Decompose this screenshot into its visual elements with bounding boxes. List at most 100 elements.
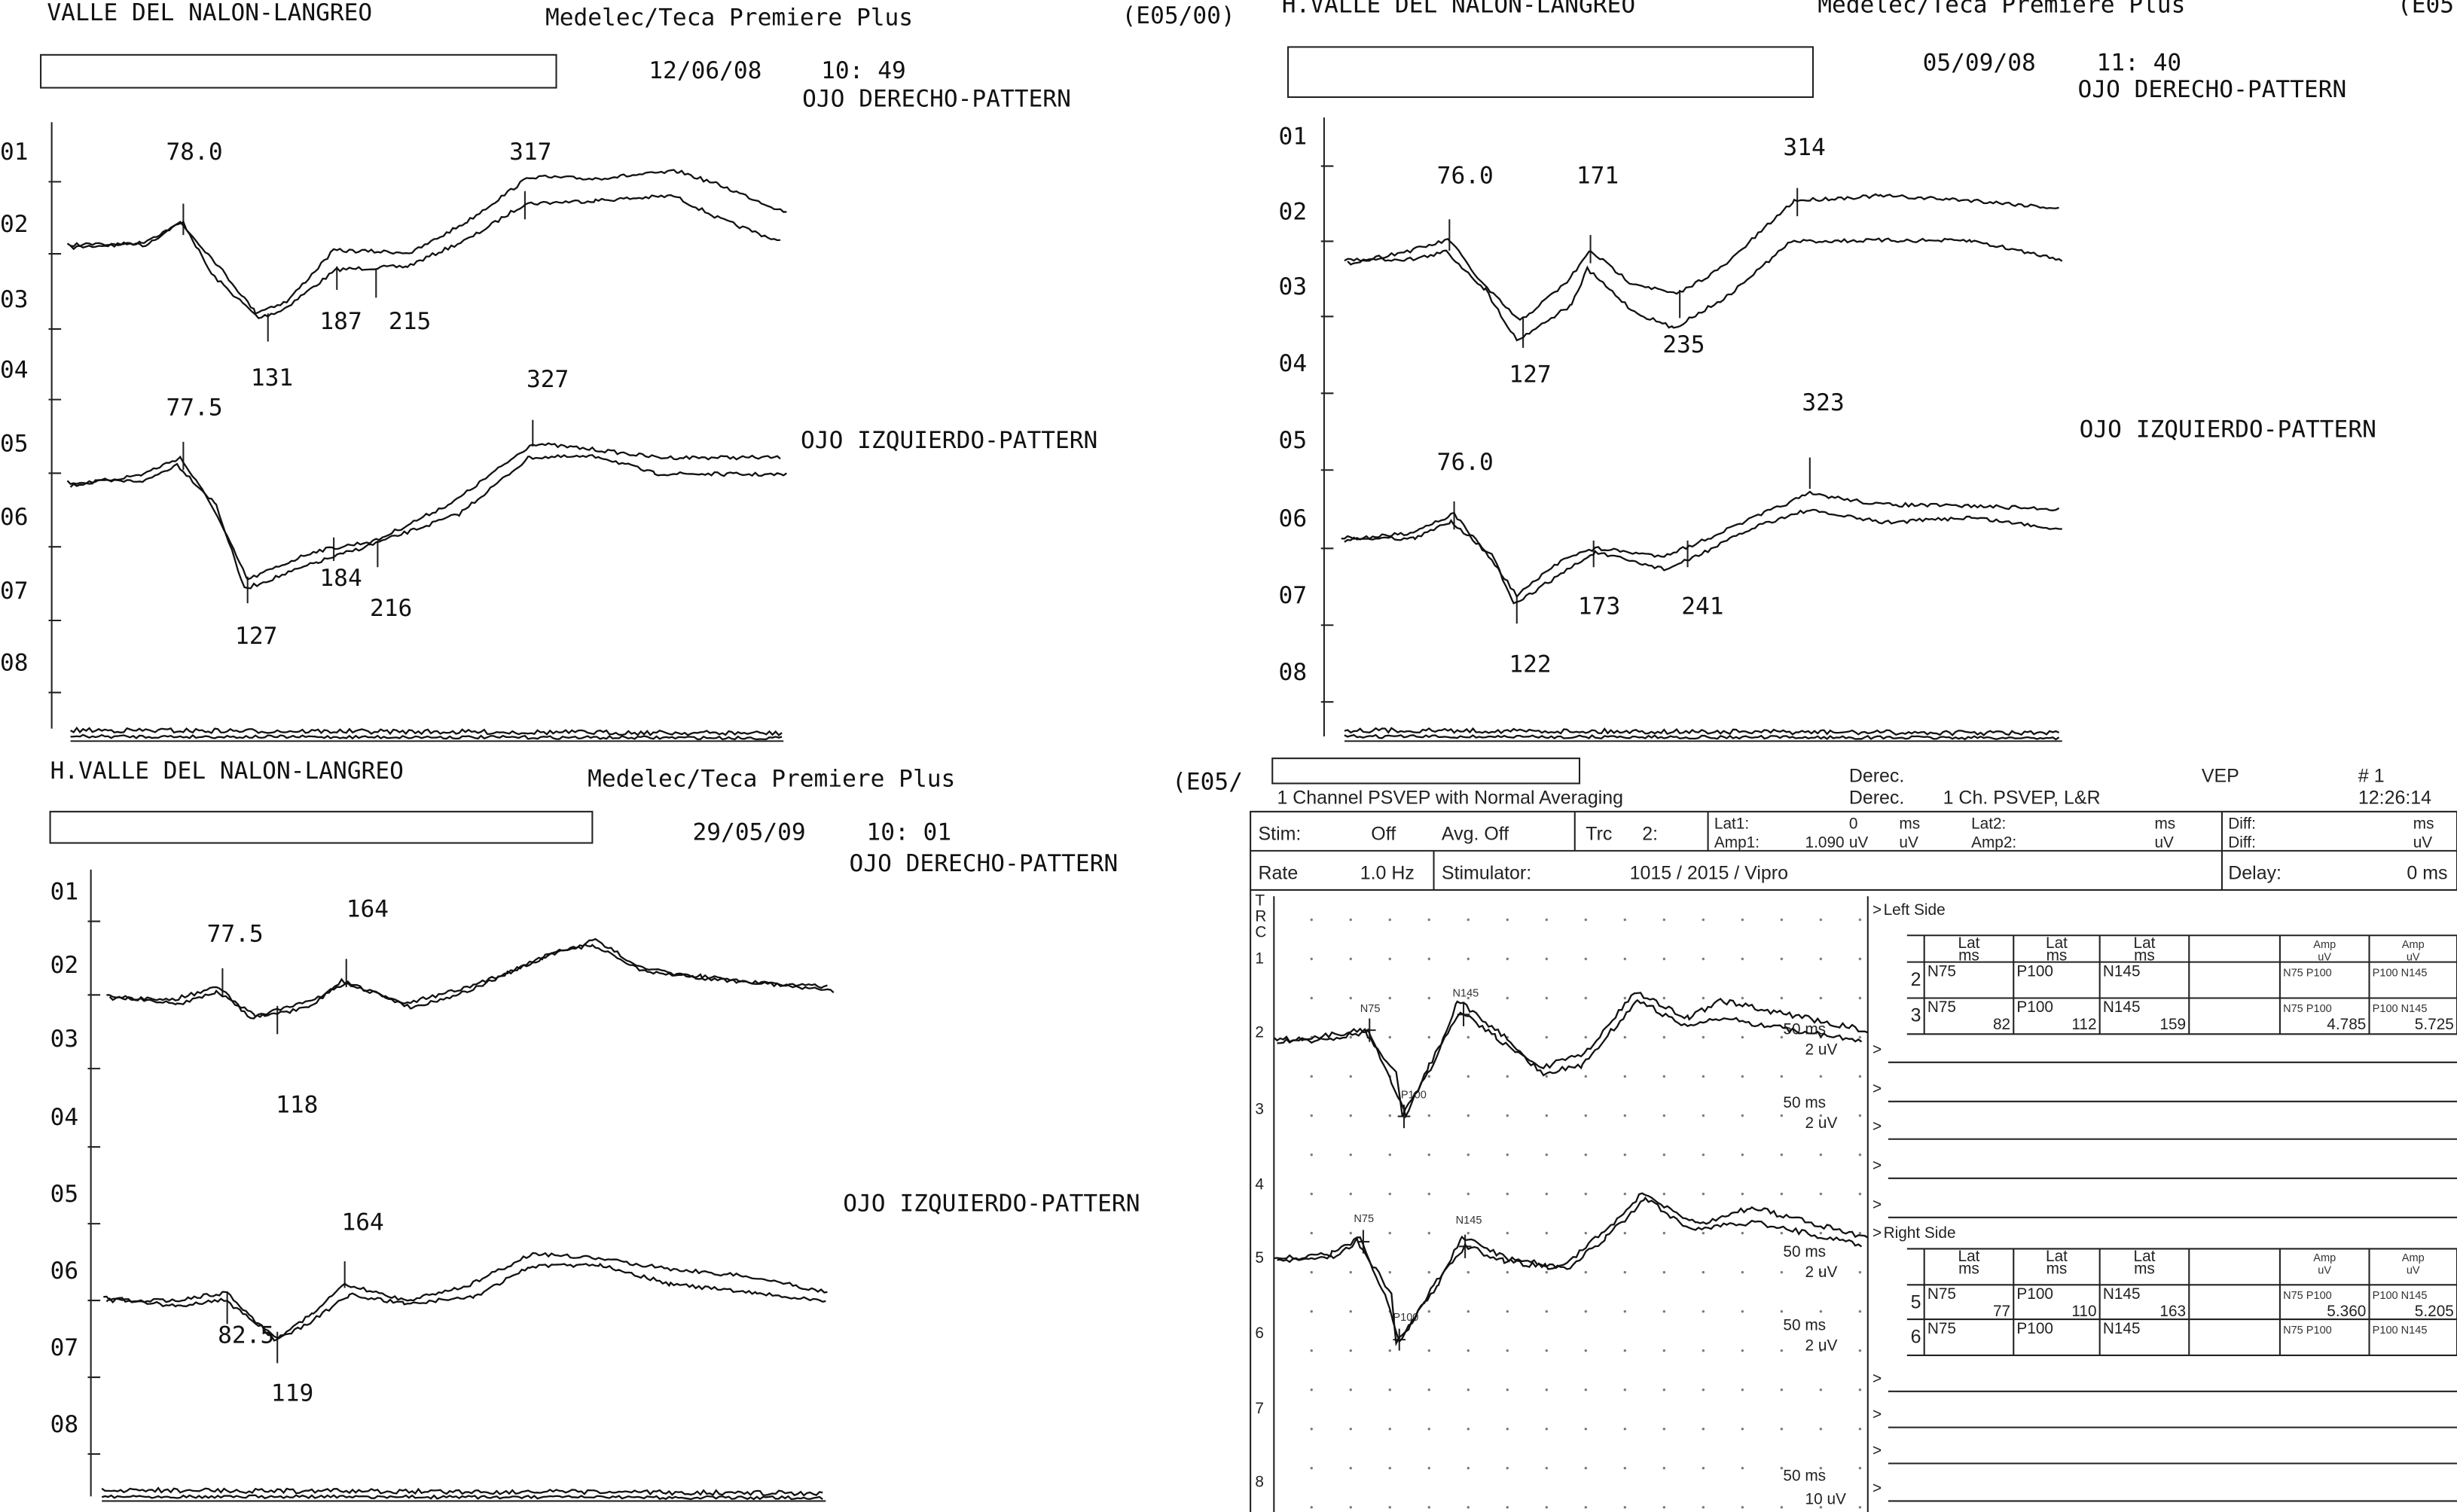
column-header: uV — [2407, 1265, 2420, 1277]
setting: 0 ms — [2407, 862, 2447, 883]
peak-label: 184 — [319, 565, 362, 592]
cell-label: N75 P100 — [2283, 1325, 2332, 1337]
peak-marker-label: N145 — [1452, 987, 1479, 999]
waveform — [101, 1486, 823, 1497]
peak-label: 76.0 — [1437, 162, 1494, 189]
device: Medelec/Teca Premiere Plus — [545, 4, 913, 31]
trace-number: 6 — [1255, 1325, 1264, 1342]
column-header: ms — [2134, 1261, 2155, 1278]
column-header: Amp — [2313, 939, 2336, 951]
channel-label: 06 — [0, 504, 29, 531]
prompt: > — [1873, 1041, 1882, 1058]
channel-label: 06 — [1279, 505, 1308, 532]
trc-label: R — [1255, 908, 1266, 925]
channel-label: 04 — [1279, 350, 1308, 377]
right-eye: OJO DERECHO-PATTERN — [850, 850, 1119, 877]
name-box — [1287, 46, 1815, 99]
report-box — [1271, 758, 1581, 785]
setting: 1.0 Hz — [1360, 862, 1415, 883]
waveform — [103, 1262, 826, 1340]
setting: uV — [2413, 834, 2433, 852]
code: (E05 — [2397, 0, 2454, 19]
waveform — [1344, 237, 2063, 342]
trc-label: T — [1255, 892, 1265, 910]
scale-label: 50 ms — [1783, 1243, 1826, 1261]
waveform — [1344, 490, 2060, 599]
trace-number: 6 — [1911, 1326, 1921, 1347]
trace-number: 7 — [1255, 1400, 1264, 1417]
scale-label: 2 uV — [1805, 1264, 1838, 1281]
prompt: > — [1873, 1370, 1882, 1387]
name-box — [49, 810, 594, 844]
cell-label: N75 — [1927, 1285, 1956, 1303]
channel-label: 01 — [0, 139, 29, 166]
code: (E05/00) — [1122, 2, 1235, 29]
left-eye: OJO IZQUIERDO-PATTERN — [843, 1190, 1140, 1217]
peak-label: 323 — [1802, 389, 1844, 416]
column-header: ms — [2046, 947, 2068, 965]
report-title: 1 Channel PSVEP with Normal Averaging — [1277, 787, 1623, 808]
column-header: Amp — [2402, 939, 2425, 951]
cell-label: P100 — [2016, 998, 2053, 1016]
cell-label: P100 N145 — [2373, 1325, 2428, 1337]
hospital: H.VALLE DEL NALON-LANGREO — [1282, 0, 1635, 19]
column-header: Amp — [2313, 1252, 2336, 1264]
peak-label: 235 — [1662, 331, 1705, 358]
column-header: Lat — [2134, 934, 2156, 952]
channel-label: 03 — [0, 286, 29, 313]
peak-label: 76.0 — [1437, 449, 1494, 476]
trace-number: 3 — [1911, 1005, 1921, 1026]
peak-label: 171 — [1576, 162, 1619, 189]
trace-number: 3 — [1255, 1100, 1264, 1117]
channel-label: 07 — [50, 1334, 79, 1361]
waveform — [1344, 727, 2060, 736]
peak-label: 317 — [509, 139, 551, 166]
waveform — [1273, 992, 1869, 1117]
cell-label: P100 N145 — [2373, 967, 2428, 979]
hospital: H.VALLE DEL NALON-LANGREO — [50, 758, 404, 785]
trace-number: 8 — [1255, 1474, 1264, 1491]
column-header: Lat — [2134, 1248, 2156, 1265]
side-title: Left Side — [1884, 901, 1946, 919]
name-box — [40, 53, 557, 89]
waveform — [1344, 733, 2060, 741]
channel-label: 02 — [50, 952, 79, 979]
waveform — [101, 1494, 823, 1501]
date: 12/06/08 — [649, 57, 762, 84]
channel-label: 06 — [50, 1257, 79, 1285]
peak-label: 164 — [342, 1209, 384, 1236]
setting: Lat2: — [1971, 815, 2006, 833]
peak-marker-label: N145 — [1456, 1215, 1482, 1227]
cell-value: 77 — [1993, 1303, 2010, 1320]
prompt: > — [1873, 1480, 1882, 1497]
prompt: > — [1873, 1080, 1882, 1097]
device: Medelec/Teca Premiere Plus — [588, 766, 955, 793]
channel-label: 08 — [0, 650, 29, 677]
trc-label: C — [1255, 923, 1266, 940]
channel-label: 02 — [1279, 198, 1308, 225]
trace-number: 2 — [1255, 1024, 1264, 1041]
scale-label: 50 ms — [1783, 1467, 1826, 1484]
setting: Trc — [1586, 823, 1612, 844]
scale-label: 2 uV — [1805, 1337, 1838, 1355]
prompt: > — [1873, 1224, 1882, 1242]
cell-label: N75 P100 — [2283, 1290, 2332, 1302]
setting: uV — [1849, 834, 1869, 852]
channel-label: 05 — [0, 430, 29, 457]
waveform — [69, 442, 781, 581]
trace-number: 5 — [1911, 1291, 1921, 1312]
column-header: ms — [1958, 947, 1979, 965]
cell-label: N75 — [1927, 962, 1956, 980]
side-title: Right Side — [1884, 1224, 1956, 1242]
date: 29/05/09 — [693, 818, 806, 846]
column-header: uV — [2318, 952, 2331, 964]
cell-label: N145 — [2103, 962, 2141, 980]
cell-label: N75 — [1927, 1320, 1956, 1337]
trace-number: 1 — [1255, 950, 1264, 968]
report-header: 12:26:14 — [2358, 787, 2431, 808]
peak-label: 77.5 — [207, 921, 264, 948]
setting: Diff: — [2228, 815, 2256, 833]
report-header: VEP — [2202, 765, 2239, 786]
